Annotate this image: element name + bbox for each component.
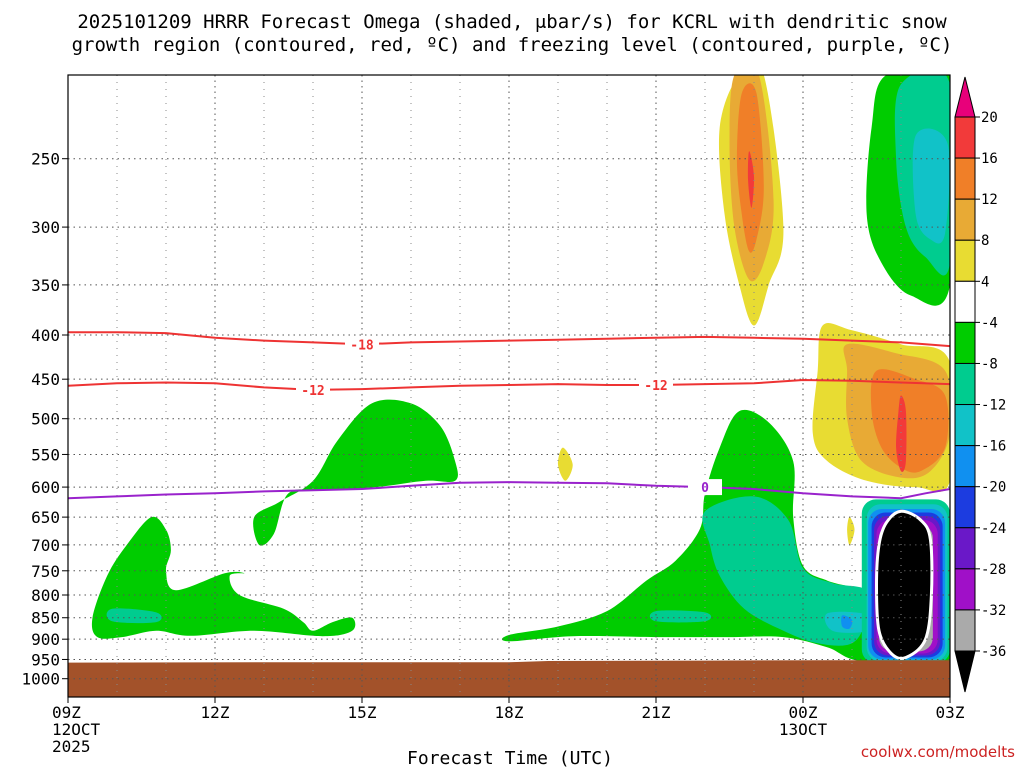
omega-band-7: [841, 615, 853, 630]
omega-band-2: [870, 369, 949, 473]
x-tick-label-00Z: 00Z: [789, 703, 818, 722]
contour-label-dgz-top: -18: [350, 338, 374, 353]
contour-lines: -18 -12 -12 0: [67, 331, 951, 500]
colorbar-bin: [954, 486, 976, 529]
y-tick-label-1000: 1000: [21, 670, 60, 689]
colorbar-bin: [954, 362, 976, 406]
x-tick-label-03Z: 03Z: [936, 703, 965, 722]
colorbar-label-12: 12: [981, 192, 998, 208]
region-upward-motion-core-upper: [718, 75, 784, 326]
colorbar-bottom-triangle: [954, 650, 976, 693]
x-axis-title: Forecast Time (UTC): [407, 748, 613, 768]
colorbar-label--24: -24: [981, 521, 1006, 537]
contour-dgz-top: [68, 331, 951, 348]
y-tick-label-350: 350: [31, 276, 60, 295]
x-tick-label-12Z: 12Z: [201, 703, 230, 722]
region-downward-motion-lower: [91, 399, 950, 667]
y-tick-label-250: 250: [31, 150, 60, 169]
chart-title-line-2: growth region (contoured, red, ºC) and f…: [72, 34, 953, 56]
omega-band-2: [253, 399, 458, 546]
colorbar-bin: [954, 116, 976, 159]
y-tick-label-400: 400: [31, 326, 60, 345]
colorbar-label--32: -32: [981, 603, 1006, 619]
contour-label-bg: [639, 376, 673, 393]
colorbar-label--20: -20: [981, 480, 1006, 496]
y-tick-label-750: 750: [31, 562, 60, 581]
colorbar-bin: [954, 198, 976, 241]
contour-freezing-level: [67, 481, 951, 500]
y-tick-label-550: 550: [31, 445, 60, 464]
y-tick-label-800: 800: [31, 586, 60, 605]
colorbar-bin: [954, 321, 976, 364]
omega-band-1: [106, 608, 162, 624]
y-tick-label-300: 300: [31, 218, 60, 237]
y-tick-label-650: 650: [31, 508, 60, 527]
colorbar-label--36: -36: [981, 644, 1006, 660]
omega-band-5: [847, 517, 855, 545]
colorbar-label-20: 20: [981, 110, 998, 126]
y-tick-label-850: 850: [31, 609, 60, 628]
colorbar-label-8: 8: [981, 233, 989, 249]
omega-band-5: [649, 610, 712, 623]
credit-link[interactable]: coolwx.com/modelts: [861, 743, 1015, 761]
omega-band-7: [874, 509, 934, 661]
omega-band-4: [557, 447, 573, 481]
x-tick-label-18Z: 18Z: [495, 703, 524, 722]
region-upward-motion-core-lower: [557, 322, 950, 545]
y-axis: 250 300 350 400 450 500 550 600 650 700 750 800 850 9…: [21, 150, 68, 689]
y-tick-label-450: 450: [31, 370, 60, 389]
contour-dgz-bottom: [67, 378, 951, 391]
omega-band-2: [912, 128, 950, 244]
contour-label-bg: [296, 381, 330, 398]
colorbar-label--28: -28: [981, 562, 1006, 578]
contour-label-dgz-bottom: -12: [301, 384, 324, 399]
colorbar-bin: [954, 445, 976, 488]
x-tick-label-09Z: 09Z: [52, 703, 81, 722]
y-tick-label-700: 700: [31, 536, 60, 555]
colorbar: 20 16 12 8 4 -4 -8 -12 -16 -20 -24 -28 -32 -36: [954, 76, 1006, 693]
x-tick-date-00Z: 13OCT: [779, 720, 828, 739]
colorbar-bin: [954, 239, 976, 282]
omega-band-4: [702, 496, 870, 646]
colorbar-label-4: 4: [981, 274, 989, 290]
omega-shading: [91, 75, 950, 667]
contour-label-bg: [345, 336, 379, 353]
colorbar-label-16: 16: [981, 151, 998, 167]
colorbar-bin: [954, 404, 976, 447]
colorbar-label--4: -4: [981, 315, 998, 331]
contour-label-bg: [688, 479, 722, 496]
contour-label-dgz-bottom-2: -12: [644, 379, 667, 394]
y-tick-label-900: 900: [31, 630, 60, 649]
x-tick-label-15Z: 15Z: [348, 703, 377, 722]
region-downward-motion-upper: [866, 75, 950, 306]
x-tick-date-09Z: 12OCT: [52, 720, 101, 739]
omega-band-3: [747, 151, 755, 208]
x-tick-label-21Z: 21Z: [642, 703, 671, 722]
colorbar-label--8: -8: [981, 356, 998, 372]
contour-label-freezing-level: 0: [701, 481, 709, 496]
omega-band-3: [896, 395, 907, 472]
colorbar-label--12: -12: [981, 398, 1006, 414]
chart-title-line-1: 2025101209 HRRR Forecast Omega (shaded, …: [77, 11, 947, 33]
colorbar-bin: [954, 609, 976, 652]
y-tick-label-950: 950: [31, 650, 60, 669]
colorbar-bin: [954, 568, 976, 611]
region-strong-downward-core: [861, 499, 950, 664]
omega-band-0: [91, 516, 356, 639]
x-tick-year-09Z: 2025: [52, 737, 91, 756]
y-tick-label-600: 600: [31, 478, 60, 497]
colorbar-bin: [954, 280, 976, 323]
colorbar-bin: [954, 157, 976, 200]
y-tick-label-500: 500: [31, 410, 60, 429]
grid-lines: [67, 75, 951, 697]
colorbar-bin: [954, 527, 976, 570]
colorbar-label--16: -16: [981, 439, 1006, 455]
